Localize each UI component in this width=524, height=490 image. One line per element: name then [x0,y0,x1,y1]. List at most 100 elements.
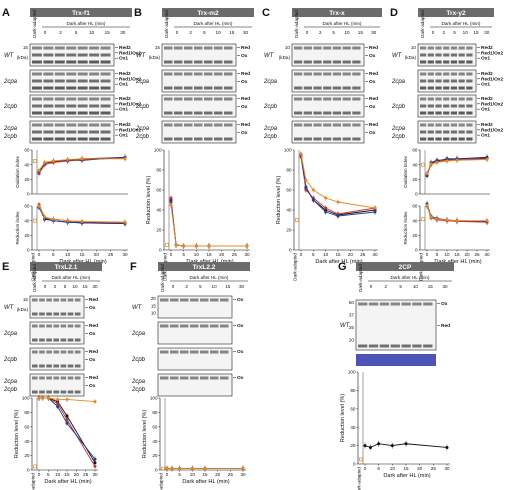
band [77,79,88,83]
band [170,298,179,302]
band [420,72,427,76]
band [39,364,45,368]
band [32,364,38,368]
dark-adapted-axis-label: Dark-adapted [159,473,164,490]
x-tick-label: 30 [372,252,378,257]
band-label: Red [369,71,378,77]
band [401,344,411,348]
band [342,46,351,50]
band-label: Red [369,45,378,51]
series-line-2cpb [39,397,96,460]
panel-letter: F [130,261,137,273]
band-label: Ox1 [119,56,128,62]
kda-label: (kDa) [17,307,29,312]
protein-title: 2CP [399,264,412,271]
protein-header [292,8,382,17]
band [32,137,42,141]
band [89,79,100,83]
y-tick-label: 60 [152,424,158,429]
time-point-label: 5 [399,284,402,289]
time-point-label: 15 [225,284,231,289]
band-label: Ox [241,104,248,110]
band-label: Red2 [481,122,493,128]
band [32,72,42,76]
band-label: Ox1 [119,107,128,113]
band-label: Red2 [481,96,493,102]
band [352,123,361,127]
band [435,111,442,115]
band [214,137,223,141]
band [294,137,303,141]
band [466,53,473,57]
band-label: Ox [369,79,376,85]
x-tick-label: 15 [202,472,208,477]
time-point-label: 0 [306,30,309,35]
band [466,86,473,90]
y-tick-label: 40 [24,162,30,167]
y-tick-label: 20 [24,453,30,458]
time-header: Dark after HL (min) [190,275,229,280]
band [466,111,473,115]
series-line-2cpa-2cpb [38,158,125,171]
mw-marker: 15 [23,297,29,302]
band [204,111,213,115]
band [46,324,52,328]
band [443,60,450,64]
band [32,46,42,50]
mw-marker: 15 [23,45,29,50]
band [67,338,74,342]
band [224,86,233,90]
band [204,72,213,76]
x-tick-label: 0 [426,252,429,257]
time-point-label: 30 [243,30,249,35]
band-label: Red1/Ox2 [481,101,503,107]
band [54,97,65,101]
band-label: Ox [441,301,448,307]
x-tick-label: 25 [360,252,366,257]
y-axis-title: Reduction level (%) [146,176,152,225]
x-tick-label: 30 [484,252,490,257]
band [303,60,312,64]
x-tick-label: 30 [444,466,450,471]
band [174,137,183,141]
band-label: Red [369,122,378,128]
band [74,298,81,302]
band [46,298,52,302]
band [194,111,203,115]
band [174,72,183,76]
band-label: Red [241,45,250,51]
series-line-2cpa [170,197,247,247]
band [54,130,65,134]
y-tick-label: 0 [27,248,30,253]
band [43,123,54,127]
band [200,324,209,328]
reduction-chart: 0 20 40 60 80 100 0 5 10 15 20 25 30 Dark after HL (m… [142,396,246,490]
band [224,123,233,127]
band [450,46,458,50]
panel-letter: B [134,7,142,19]
band [184,72,193,76]
band [54,46,65,50]
band [66,111,77,115]
x-tick-label: 15 [64,472,70,477]
band [46,338,52,342]
band [427,137,434,141]
band [184,123,193,127]
band [458,86,465,90]
band [332,111,342,115]
y-tick-label: 80 [156,168,162,173]
x-tick-label: 20 [348,252,354,257]
x-tick-label: 20 [215,472,221,477]
band [66,79,77,83]
band [77,104,88,108]
band [458,46,465,50]
x-tick-label: 10 [55,472,61,477]
band [200,298,209,302]
band [43,53,54,57]
band [358,344,368,348]
band [420,79,427,83]
series-line-2cpa-2cpb [426,159,488,174]
y-tick-label: 20 [24,233,30,238]
y-tick-label: 40 [412,162,418,167]
time-point-label: 15 [473,30,479,35]
